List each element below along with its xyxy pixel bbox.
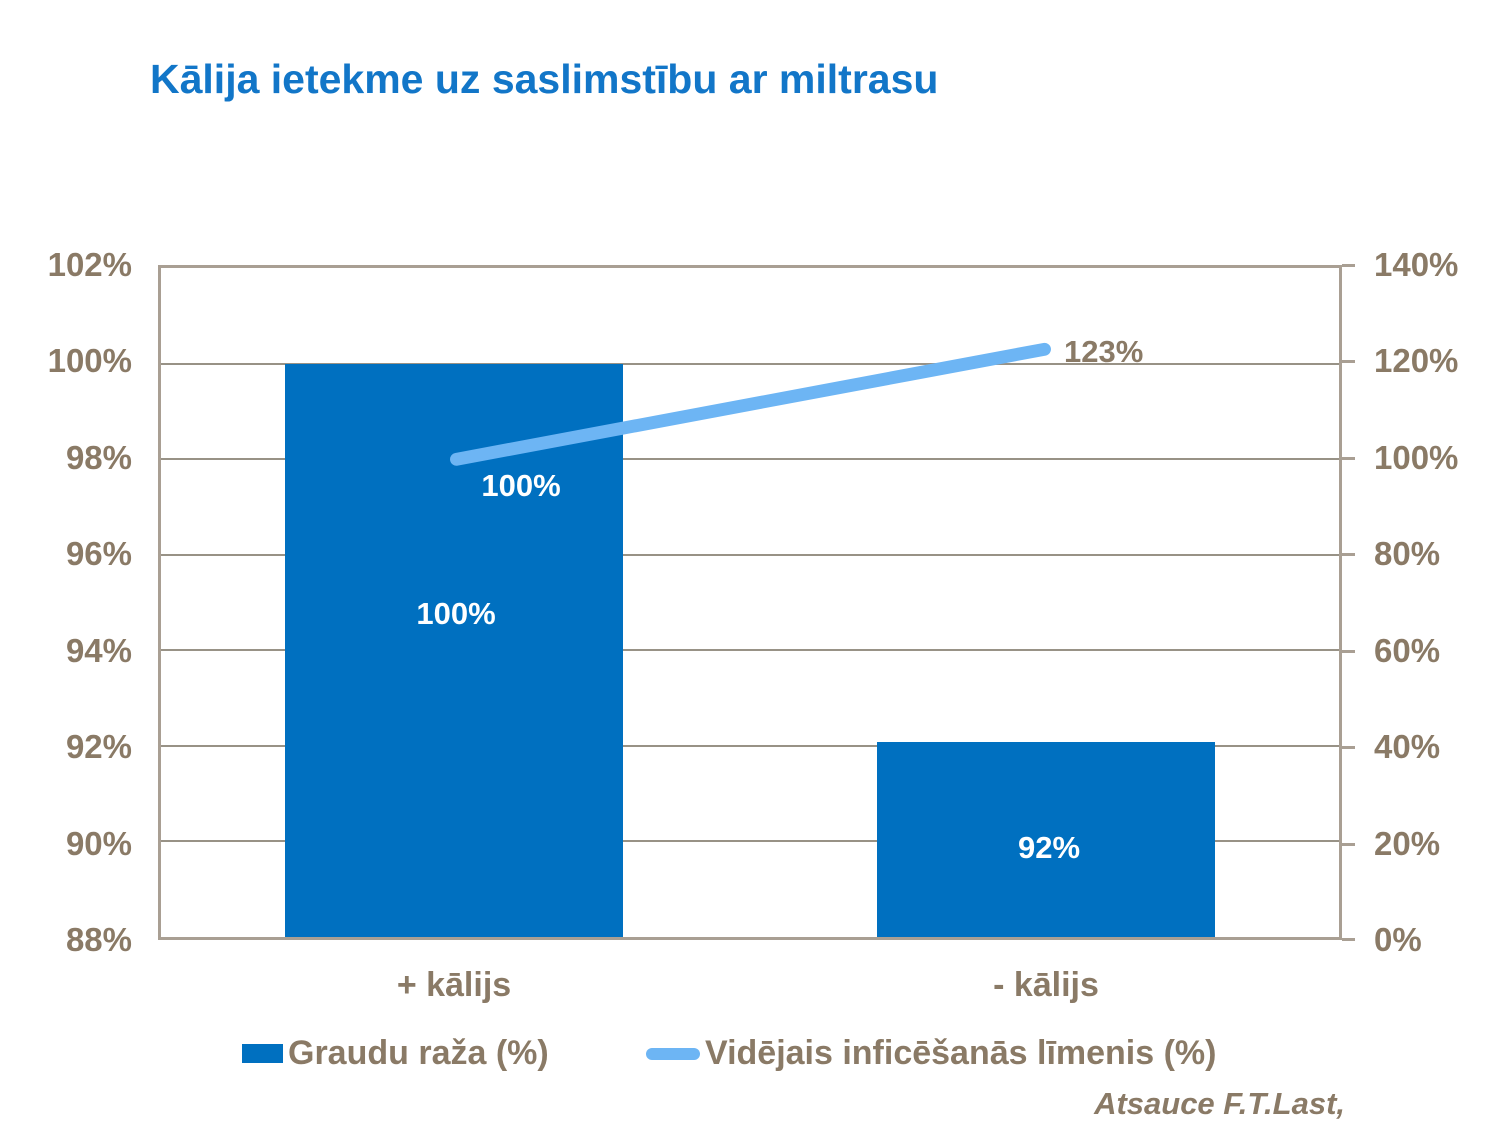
right-axis-tickmark [1342, 650, 1355, 653]
gridline [161, 744, 1339, 747]
infection-line [450, 342, 1051, 466]
right-axis-tickmark [1342, 457, 1355, 460]
right-axis-tick: 20% [1374, 825, 1441, 862]
right-axis-tick: 60% [1374, 632, 1441, 669]
right-axis-tickmark [1342, 360, 1355, 363]
bar-minus-kalijs [877, 742, 1215, 937]
gridline [161, 362, 1339, 365]
category-label-plus-kalijs: + kālijs [396, 966, 512, 1004]
right-axis-tick: 0% [1374, 921, 1422, 958]
left-axis-tick: 102% [47, 246, 132, 283]
right-axis-tickmark [1342, 746, 1355, 749]
category-label-minus-kalijs: - kālijs [993, 966, 1099, 1004]
legend-line-swatch [646, 1048, 700, 1060]
left-axis-tick: 88% [65, 921, 132, 958]
infection-line-series [450, 342, 1051, 466]
bar-data-label: 92% [1017, 830, 1081, 865]
left-axis-tick: 90% [65, 825, 132, 862]
chart-title: Kālija ietekme uz saslimstību ar miltras… [150, 56, 939, 102]
legend-label-inficesanas-limenis: Vidējais inficēšanās līmenis (%) [705, 1034, 1217, 1072]
left-axis-tick: 94% [65, 632, 132, 669]
left-axis-tick: 100% [47, 342, 132, 379]
right-axis-tick: 80% [1374, 535, 1441, 572]
bar-data-label: 100% [416, 596, 496, 631]
gridline [161, 458, 1339, 461]
line-data-label: 100% [481, 468, 561, 503]
left-axis-tick: 92% [65, 728, 132, 765]
right-axis-tick: 40% [1374, 728, 1441, 765]
legend-bar-swatch [242, 1044, 283, 1063]
gridline [161, 840, 1339, 843]
left-axis-tick: 98% [65, 439, 132, 476]
right-axis-tick: 100% [1374, 439, 1459, 476]
right-axis-tickmark [1342, 264, 1355, 267]
right-axis-tick: 140% [1374, 246, 1459, 283]
source-footnote: Atsauce F.T.Last, [1094, 1086, 1345, 1121]
plot-area: 100% 92% 100% 123% [158, 265, 1342, 940]
line-data-label: 123% [1064, 334, 1144, 369]
right-axis-tickmark [1342, 938, 1355, 941]
right-axis-tickmark [1342, 843, 1355, 846]
right-axis-tick: 120% [1374, 342, 1459, 379]
left-axis-tick: 96% [65, 535, 132, 572]
gridline [161, 649, 1339, 652]
right-axis-tickmark [1342, 553, 1355, 556]
legend-label-graudu-raza: Graudu raža (%) [288, 1034, 549, 1072]
gridline [161, 553, 1339, 556]
